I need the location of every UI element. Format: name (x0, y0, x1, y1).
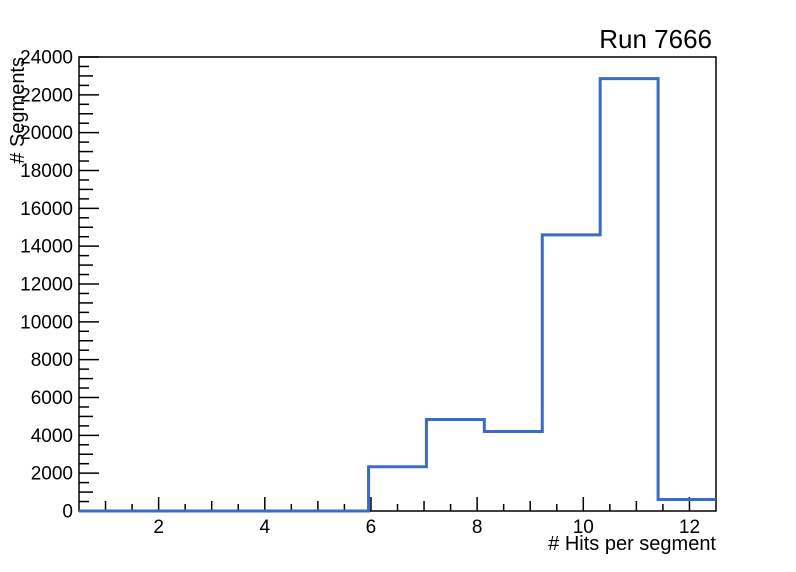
x-axis-title: # Hits per segment (548, 533, 716, 555)
y-tick-label: 18000 (20, 161, 73, 182)
y-tick-label: 16000 (20, 199, 73, 220)
y-tick-label: 2000 (31, 464, 73, 485)
y-tick-label: 22000 (20, 85, 73, 106)
y-axis-title: # Segments (7, 57, 29, 164)
y-tick-label: 24000 (20, 48, 73, 69)
y-tick-label: 14000 (20, 237, 73, 258)
x-tick-label: 4 (260, 517, 271, 538)
plot-frame (78, 56, 717, 512)
chart-title: Run 7666 (599, 24, 712, 54)
histogram-line (79, 77, 716, 513)
x-tick-label: 6 (366, 517, 377, 538)
y-tick-label: 20000 (20, 123, 73, 144)
y-tick-label: 4000 (31, 426, 73, 447)
x-tick-label: 12 (679, 517, 700, 538)
y-tick-label: 12000 (20, 275, 73, 296)
x-tick-label: 2 (153, 517, 164, 538)
y-tick-label: 6000 (31, 388, 73, 409)
plot-dynamic-layer: 2 4 6 8 10 12 0 2000 4000 6000 8000 10000 12000 14000… (20, 48, 716, 538)
y-tick-label: 8000 (31, 350, 73, 371)
y-tick-label: 10000 (20, 312, 73, 333)
y-tick-label: 0 (62, 502, 73, 523)
x-tick-label: 8 (472, 517, 483, 538)
x-tick-label: 10 (573, 517, 594, 538)
